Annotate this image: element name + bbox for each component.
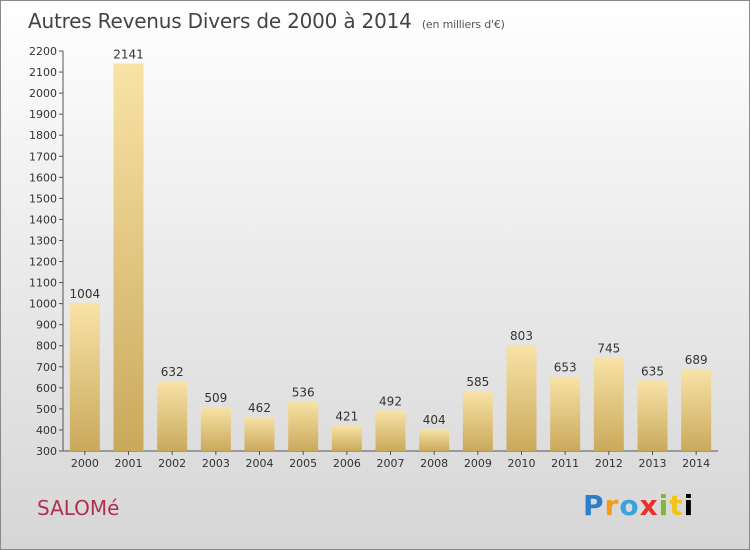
y-tick-label: 1700 — [29, 150, 57, 163]
data-label: 536 — [292, 385, 315, 399]
y-tick-label: 300 — [36, 445, 57, 458]
y-tick-label: 2200 — [29, 45, 57, 58]
logo-letter: t — [669, 489, 684, 522]
x-tick-label: 2011 — [551, 457, 579, 470]
x-tick-label: 2001 — [115, 457, 143, 470]
x-tick-label: 2012 — [595, 457, 623, 470]
data-label: 585 — [466, 375, 489, 389]
x-tick-label: 2010 — [508, 457, 536, 470]
y-tick-label: 1800 — [29, 129, 57, 142]
x-tick-label: 2009 — [464, 457, 492, 470]
chart-title: Autres Revenus Divers de 2000 à 2014 (en… — [28, 9, 505, 33]
y-tick-label: 1500 — [29, 192, 57, 205]
y-tick-label: 1000 — [29, 298, 57, 311]
y-tick-label: 600 — [36, 382, 57, 395]
data-label: 462 — [248, 401, 271, 415]
commune-name: SALOMé — [37, 496, 120, 520]
y-tick-label: 2000 — [29, 87, 57, 100]
y-tick-label: 1600 — [29, 171, 57, 184]
bar-2010 — [506, 345, 537, 451]
x-tick-label: 2004 — [246, 457, 274, 470]
x-tick-label: 2008 — [420, 457, 448, 470]
x-tick-label: 2006 — [333, 457, 361, 470]
logo-letter: r — [604, 489, 620, 522]
y-tick-label: 1300 — [29, 234, 57, 247]
chart-subtitle: (en milliers d'€) — [421, 18, 505, 31]
bar-2002 — [157, 381, 188, 451]
x-tick-label: 2007 — [377, 457, 405, 470]
y-tick-label: 900 — [36, 319, 57, 332]
bar-2001 — [113, 63, 144, 451]
bar-2006 — [331, 425, 362, 451]
y-tick-label: 1400 — [29, 213, 57, 226]
x-tick-label: 2014 — [682, 457, 710, 470]
bar-2004 — [244, 416, 275, 451]
data-label: 509 — [204, 391, 227, 405]
logo-letter: i — [683, 489, 695, 522]
data-label: 803 — [510, 329, 533, 343]
data-label: 421 — [335, 410, 358, 424]
y-tick-label: 800 — [36, 340, 57, 353]
data-label: 689 — [685, 353, 708, 367]
x-tick-label: 2002 — [158, 457, 186, 470]
x-tick-label: 2005 — [289, 457, 317, 470]
logo-letter: x — [639, 489, 659, 522]
bar-2012 — [593, 357, 624, 451]
x-tick-label: 2000 — [71, 457, 99, 470]
y-tick-label: 2100 — [29, 66, 57, 79]
data-label: 404 — [423, 413, 446, 427]
y-tick-label: 500 — [36, 403, 57, 416]
bar-2008 — [419, 429, 450, 451]
data-label: 492 — [379, 395, 402, 409]
logo-letter: i — [658, 489, 670, 522]
y-tick-label: 400 — [36, 424, 57, 437]
bar-2009 — [462, 391, 493, 451]
chart-title-text: Autres Revenus Divers de 2000 à 2014 — [28, 9, 412, 33]
bar-2013 — [637, 380, 668, 451]
y-tick-label: 1900 — [29, 108, 57, 121]
data-label: 632 — [161, 365, 184, 379]
y-tick-label: 1100 — [29, 277, 57, 290]
bar-2000 — [69, 302, 100, 451]
y-tick-label: 700 — [36, 361, 57, 374]
data-label: 653 — [554, 361, 577, 375]
bar-2005 — [288, 401, 319, 451]
bar-2003 — [200, 407, 231, 451]
proxiti-logo: Proxiti — [583, 489, 694, 522]
data-label: 635 — [641, 364, 664, 378]
bar-2007 — [375, 410, 406, 451]
x-tick-label: 2013 — [639, 457, 667, 470]
bar-2014 — [681, 369, 712, 451]
data-label: 1004 — [70, 287, 101, 301]
bar-2011 — [550, 376, 581, 451]
y-tick-label: 1200 — [29, 256, 57, 269]
logo-letter: o — [619, 489, 640, 522]
logo-letter: P — [583, 489, 605, 522]
x-tick-label: 2003 — [202, 457, 230, 470]
data-label: 745 — [597, 341, 620, 355]
data-label: 2141 — [113, 47, 144, 61]
